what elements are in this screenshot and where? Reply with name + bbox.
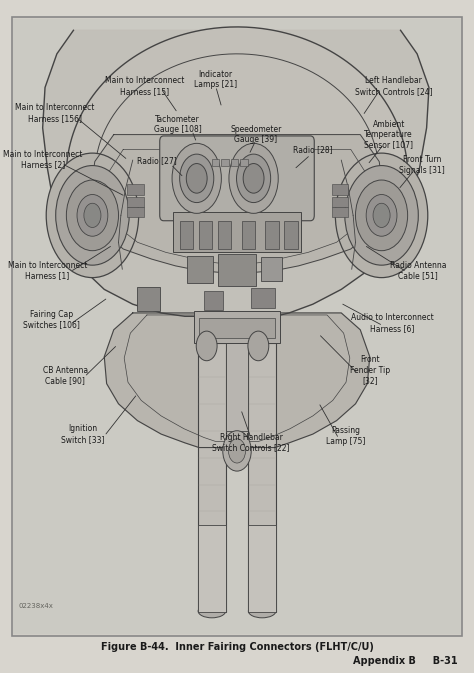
Text: CB Antenna
Cable [90]: CB Antenna Cable [90] — [43, 366, 88, 385]
Text: Main to Interconnect
Harness [156]: Main to Interconnect Harness [156] — [15, 104, 94, 122]
Bar — [261, 257, 282, 281]
Bar — [251, 288, 275, 308]
FancyBboxPatch shape — [160, 136, 314, 221]
Text: Front Turn
Signals [31]: Front Turn Signals [31] — [399, 155, 445, 174]
Bar — [212, 159, 219, 166]
Bar — [284, 221, 298, 249]
Circle shape — [373, 203, 390, 227]
Bar — [127, 207, 144, 217]
Text: Ambient
Temperature
Sensor [107]: Ambient Temperature Sensor [107] — [364, 120, 413, 149]
Text: Radio Antenna
Cable [51]: Radio Antenna Cable [51] — [390, 261, 447, 280]
Ellipse shape — [46, 153, 138, 277]
Bar — [332, 207, 348, 217]
Text: Speedometer
Gauge [39]: Speedometer Gauge [39] — [230, 125, 282, 144]
Bar — [127, 197, 144, 207]
Text: Radio [27]: Radio [27] — [137, 155, 176, 165]
Ellipse shape — [345, 166, 419, 265]
Ellipse shape — [55, 166, 129, 265]
Circle shape — [248, 331, 269, 361]
Bar — [199, 221, 212, 249]
Bar — [204, 291, 223, 310]
Bar — [265, 221, 279, 249]
Ellipse shape — [66, 180, 118, 250]
Ellipse shape — [77, 194, 108, 236]
Bar — [248, 343, 276, 612]
Bar — [221, 159, 229, 166]
Ellipse shape — [198, 604, 226, 618]
Bar — [198, 343, 226, 612]
Ellipse shape — [248, 604, 276, 618]
Text: Indicator
Lamps [21]: Indicator Lamps [21] — [194, 70, 237, 89]
Bar — [127, 184, 144, 195]
Text: Front
Fender Tip
[32]: Front Fender Tip [32] — [350, 355, 390, 385]
Text: Main to Interconnect
Harness [15]: Main to Interconnect Harness [15] — [105, 77, 184, 96]
Text: Right Handlebar
Switch Controls [22]: Right Handlebar Switch Controls [22] — [212, 433, 290, 452]
Bar — [187, 256, 213, 283]
Bar — [198, 525, 226, 612]
Circle shape — [172, 143, 221, 213]
Bar — [218, 221, 231, 249]
Ellipse shape — [366, 194, 397, 236]
Polygon shape — [90, 135, 384, 274]
Polygon shape — [43, 30, 429, 326]
Circle shape — [186, 164, 207, 193]
Text: Audio to Interconnect
Harness [6]: Audio to Interconnect Harness [6] — [351, 314, 434, 332]
Text: Appendix B     B-31: Appendix B B-31 — [353, 656, 457, 666]
Ellipse shape — [356, 180, 408, 250]
Text: Figure B-44.  Inner Fairing Connectors (FLHT/C/U): Figure B-44. Inner Fairing Connectors (F… — [100, 643, 374, 652]
Circle shape — [180, 154, 214, 203]
Bar — [180, 221, 193, 249]
Bar — [332, 184, 348, 195]
Polygon shape — [66, 27, 408, 182]
Bar — [137, 287, 160, 311]
Circle shape — [229, 143, 278, 213]
Circle shape — [196, 331, 217, 361]
Bar — [240, 159, 248, 166]
Text: Main to Interconnect
Harness [1]: Main to Interconnect Harness [1] — [8, 261, 87, 280]
Bar — [218, 254, 256, 286]
Bar — [231, 159, 238, 166]
Bar — [194, 311, 280, 343]
Bar — [248, 525, 276, 612]
Text: Left Handlebar
Switch Controls [24]: Left Handlebar Switch Controls [24] — [355, 77, 432, 96]
Circle shape — [228, 439, 246, 463]
Text: Tachometer
Gauge [108]: Tachometer Gauge [108] — [154, 115, 201, 134]
Text: Passing
Lamp [75]: Passing Lamp [75] — [326, 427, 366, 446]
Circle shape — [237, 154, 271, 203]
Bar — [173, 212, 301, 252]
Text: 02238x4x: 02238x4x — [18, 603, 53, 608]
Circle shape — [243, 164, 264, 193]
Ellipse shape — [336, 153, 428, 277]
Bar — [199, 318, 275, 338]
Text: Fairing Cap
Switches [106]: Fairing Cap Switches [106] — [23, 310, 80, 329]
Text: Main to Interconnect
Harness [2]: Main to Interconnect Harness [2] — [3, 150, 82, 169]
Polygon shape — [104, 313, 370, 448]
Circle shape — [223, 431, 251, 471]
Text: Radio [28]: Radio [28] — [293, 145, 333, 154]
Bar — [226, 343, 248, 431]
Circle shape — [84, 203, 101, 227]
Bar — [332, 197, 348, 207]
Text: Ignition
Switch [33]: Ignition Switch [33] — [61, 425, 105, 444]
Bar — [242, 221, 255, 249]
